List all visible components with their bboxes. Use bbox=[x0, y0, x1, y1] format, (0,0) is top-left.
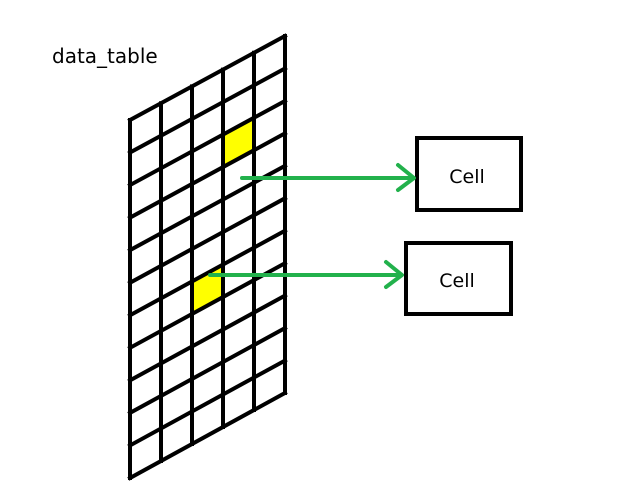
grid-row-line bbox=[127, 195, 288, 286]
grid-row-line bbox=[127, 292, 288, 384]
data-table-grid bbox=[127, 33, 288, 481]
cell-box-2: Cell bbox=[404, 241, 513, 316]
grid-row-line bbox=[127, 33, 288, 123]
grid-row-line bbox=[127, 260, 288, 351]
cell-box-1: Cell bbox=[415, 136, 523, 212]
data-table-title: data_table bbox=[52, 44, 158, 68]
grid-row-line bbox=[127, 65, 288, 156]
grid-row-line bbox=[127, 357, 288, 449]
arrow-to-cell-1 bbox=[240, 163, 416, 192]
grid-row-line bbox=[127, 325, 288, 416]
grid-row-line bbox=[127, 98, 288, 188]
grid-row-line bbox=[127, 228, 288, 318]
cell-box-2-label: Cell bbox=[439, 270, 475, 292]
grid-row-line bbox=[127, 390, 288, 481]
arrow-to-cell-2 bbox=[208, 260, 404, 289]
cell-box-1-label: Cell bbox=[449, 166, 485, 188]
highlighted-cell-1 bbox=[223, 117, 254, 168]
grid-row-line bbox=[127, 130, 288, 221]
